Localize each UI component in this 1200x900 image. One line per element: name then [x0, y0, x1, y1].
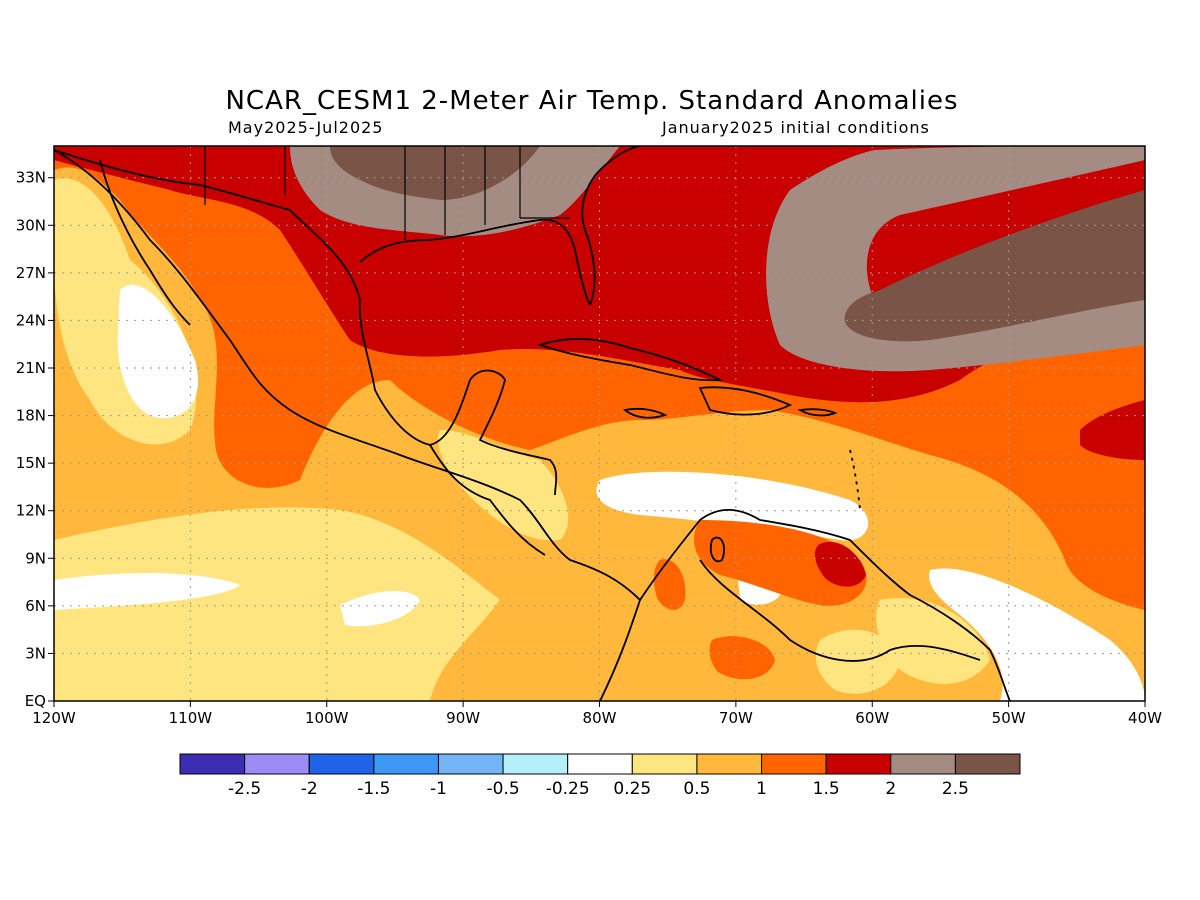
- lat-tick-label: 24N: [16, 311, 46, 329]
- lake-maracaibo: [709, 536, 725, 563]
- coast-florida-east: [581, 146, 641, 306]
- lon-tick-label: 110W: [169, 709, 213, 727]
- lon-tick-label: 70W: [719, 709, 753, 727]
- colorbar-swatch: [631, 753, 698, 775]
- forecast-period: May2025-Jul2025: [228, 118, 384, 137]
- shading-light-guiana: [876, 598, 990, 684]
- lat-tick-label: 9N: [25, 549, 46, 567]
- colorbar-label: 0.25: [613, 779, 651, 799]
- lon-tick-label: 50W: [992, 709, 1026, 727]
- colorbar-label: -1: [430, 779, 447, 799]
- shading-light-central: [438, 430, 569, 541]
- lat-tick-label: 6N: [25, 597, 46, 615]
- shading-white-pacific: [54, 573, 240, 610]
- lon-tick-label: 100W: [305, 709, 349, 727]
- coast-south-america-north: [639, 508, 1011, 701]
- shading-light-pacific: [54, 507, 500, 701]
- colorbar-label: -1.5: [357, 779, 390, 799]
- state-borders: [204, 146, 570, 240]
- colorbar-swatch: [179, 753, 246, 775]
- colorbar-swatch: [825, 753, 892, 775]
- lat-tick-label: 30N: [16, 216, 46, 234]
- colorbar-swatch: [437, 753, 504, 775]
- colorbar-swatch: [567, 753, 633, 775]
- hispaniola: [698, 386, 793, 416]
- lat-tick-label: 3N: [25, 644, 46, 662]
- cuba: [537, 337, 724, 382]
- border-central-america: [429, 444, 546, 556]
- colorbar-swatch: [696, 753, 763, 775]
- shading-white-baja: [117, 284, 199, 419]
- colorbar-label: 1: [756, 779, 767, 799]
- lon-tick-label: 60W: [855, 709, 889, 727]
- colorbar-label: 0.5: [683, 779, 710, 799]
- shading-orange-sa-3: [653, 559, 686, 610]
- lat-tick-label: 27N: [16, 264, 46, 282]
- colorbar-label: 2.5: [942, 779, 969, 799]
- shading-red-atlantic: [1080, 400, 1145, 460]
- lat-tick-label: 15N: [16, 454, 46, 472]
- colorbar-swatch: [890, 753, 956, 775]
- lat-tick-label: 18N: [16, 407, 46, 425]
- lon-tick-label: 80W: [583, 709, 617, 727]
- shading-red-guyana: [814, 541, 866, 587]
- graticule: [54, 146, 1145, 701]
- shading-white-pacific-2: [340, 590, 420, 627]
- coast-gulf-mexico: [289, 209, 558, 496]
- lon-tick-label: 90W: [446, 709, 480, 727]
- colorbar-label: 2: [885, 779, 896, 799]
- initial-conditions: January2025 initial conditions: [662, 118, 930, 137]
- shading-brown-atlantic: [844, 190, 1145, 342]
- anomaly-shading: [54, 146, 1145, 701]
- shading-light-sa: [815, 629, 900, 694]
- shading-brown-us: [330, 146, 540, 200]
- coast-baja: [99, 159, 191, 326]
- latitude-axis: EQ 3N 6N 9N 12N 15N 18N 21N 24N 27N 30N 33N: [16, 169, 54, 710]
- colorbar: -2.5 -2 -1.5 -1 -0.5 -0.25 0.25 0.5 1 1.5 2 2.5: [179, 753, 1021, 799]
- colorbar-label: -0.5: [486, 779, 519, 799]
- border-us-mexico: [54, 149, 291, 211]
- lat-tick-label: EQ: [25, 692, 46, 710]
- colorbar-label: -2.5: [228, 779, 261, 799]
- shading-white-atlantic: [929, 568, 1145, 701]
- lat-tick-label: 21N: [16, 359, 46, 377]
- coastlines: [54, 146, 1011, 701]
- coast-mexico-pacific: [54, 149, 642, 701]
- shading-orange-sa: [694, 520, 867, 606]
- colorbar-label: -0.25: [546, 779, 590, 799]
- map-title: NCAR_CESM1 2-Meter Air Temp. Standard An…: [225, 86, 959, 116]
- shading-orange-sa-2: [709, 636, 775, 680]
- colorbar-label: -2: [301, 779, 318, 799]
- lon-tick-label: 120W: [32, 709, 76, 727]
- border-south-america: [699, 559, 981, 662]
- longitude-axis: 120W 110W 100W 90W 80W 70W 60W 50W 40W: [32, 701, 1162, 727]
- puerto-rico: [797, 408, 838, 417]
- lat-tick-label: 12N: [16, 502, 46, 520]
- colorbar-swatch: [244, 753, 310, 775]
- colorbar-label: 1.5: [813, 779, 840, 799]
- lat-tick-label: 33N: [16, 169, 46, 187]
- colorbar-swatch: [373, 753, 439, 775]
- colorbar-swatch: [761, 753, 827, 775]
- colorbar-swatch: [954, 753, 1021, 775]
- colorbar-swatch: [502, 753, 569, 775]
- colorbar-swatch: [308, 753, 375, 775]
- lon-tick-label: 40W: [1128, 709, 1162, 727]
- shading-white-caribbean: [596, 471, 869, 541]
- jamaica: [622, 407, 668, 419]
- coast-us-gulf: [359, 218, 591, 306]
